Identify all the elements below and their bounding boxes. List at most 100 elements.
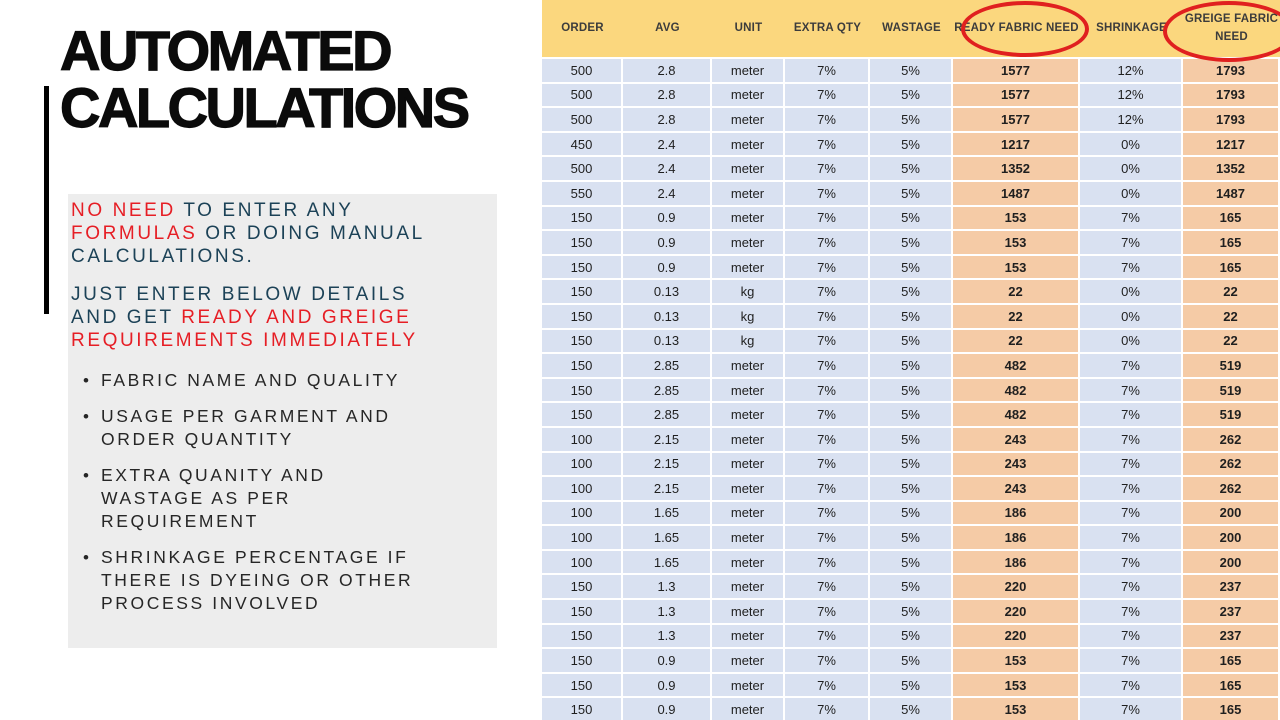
table-cell: 200 <box>1183 526 1278 549</box>
table-cell: 22 <box>953 329 1078 353</box>
table-cell: meter <box>712 550 783 574</box>
table-cell: 262 <box>1183 477 1278 500</box>
table-cell: 7% <box>785 600 868 623</box>
table-cell: 150 <box>542 673 621 697</box>
table-cell: 150 <box>542 698 621 720</box>
table-cell: 5% <box>870 403 951 426</box>
table-cell: 150 <box>542 329 621 353</box>
table-cell: 153 <box>953 255 1078 279</box>
table-cell: 1.65 <box>623 550 710 574</box>
bullet-text: SHRINKAGE PERCENTAGE IF THERE IS DYEING … <box>101 547 414 613</box>
header-cell: AVG <box>655 21 680 34</box>
table-cell: 1577 <box>953 83 1078 107</box>
header-cell: UNIT <box>734 21 763 34</box>
table-cell: 22 <box>953 304 1078 328</box>
table-cell: meter <box>712 354 783 377</box>
list-item: • FABRIC NAME AND QUALITY <box>71 369 493 392</box>
table-cell: 7% <box>785 83 868 107</box>
text-segment-red: FORMULAS <box>71 223 198 244</box>
table-cell: 5% <box>870 600 951 623</box>
bullet-list: • FABRIC NAME AND QUALITY • USAGE PER GARME… <box>71 369 493 615</box>
table-cell: 150 <box>542 575 621 599</box>
table-body: 500 2.8 meter 7% 5% 1577 12% 1793 500 2.8 meter 7% 5… <box>542 57 1280 720</box>
bullet-icon: • <box>83 407 89 426</box>
table-cell: meter <box>712 231 783 254</box>
table-cell: 165 <box>1183 206 1278 230</box>
table-cell: kg <box>712 304 783 328</box>
table-cell: 5% <box>870 452 951 476</box>
table-cell: 150 <box>542 255 621 279</box>
text-segment-blue: TO ENTER ANY <box>175 200 354 221</box>
table-cell: 5% <box>870 304 951 328</box>
table-cell: 237 <box>1183 575 1278 599</box>
table-cell: 7% <box>1080 698 1181 720</box>
table-cell: 7% <box>785 452 868 476</box>
table-cell: 5% <box>870 649 951 672</box>
table-cell: 0% <box>1080 157 1181 180</box>
table-cell: 153 <box>953 673 1078 697</box>
table-cell: 7% <box>785 673 868 697</box>
table-cell: 7% <box>785 206 868 230</box>
table-cell: 150 <box>542 600 621 623</box>
table-cell: 150 <box>542 280 621 303</box>
table-cell: 0% <box>1080 304 1181 328</box>
table-cell: 7% <box>785 181 868 205</box>
table-cell: 200 <box>1183 550 1278 574</box>
table-cell: 150 <box>542 624 621 648</box>
table-cell: 5% <box>870 255 951 279</box>
table-cell: 1793 <box>1183 59 1278 82</box>
header-cell: SHRINKAGE <box>1096 21 1167 34</box>
text-segment-blue: AND GET <box>71 307 182 328</box>
table-cell: 5% <box>870 206 951 230</box>
table-cell: 1.65 <box>623 501 710 525</box>
table-cell: 165 <box>1183 649 1278 672</box>
table-cell: 165 <box>1183 231 1278 254</box>
table-cell: 100 <box>542 452 621 476</box>
table-cell: meter <box>712 600 783 623</box>
table-cell: 7% <box>785 427 868 451</box>
table-cell: 150 <box>542 231 621 254</box>
text-segment-red: NO NEED <box>71 200 176 221</box>
table-cell: 7% <box>1080 231 1181 254</box>
table-cell: 500 <box>542 83 621 107</box>
table-cell: 7% <box>1080 354 1181 377</box>
table-cell: 5% <box>870 698 951 720</box>
table-cell: meter <box>712 698 783 720</box>
table-cell: 22 <box>1183 304 1278 328</box>
table-cell: 7% <box>1080 206 1181 230</box>
table-cell: 5% <box>870 550 951 574</box>
table-cell: meter <box>712 181 783 205</box>
bullet-text: FABRIC NAME AND QUALITY <box>101 370 401 390</box>
table-cell: 100 <box>542 526 621 549</box>
table-cell: 0.9 <box>623 231 710 254</box>
table-cell: 243 <box>953 452 1078 476</box>
info-box: NO NEED TO ENTER ANY FORMULAS OR DOING MA… <box>68 194 497 648</box>
table-cell: 7% <box>1080 575 1181 599</box>
table-cell: 153 <box>953 649 1078 672</box>
table-cell: meter <box>712 575 783 599</box>
page-title: AUTOMATED CALCULATIONS <box>59 21 530 136</box>
table-cell: 0.9 <box>623 206 710 230</box>
table-cell: 500 <box>542 59 621 82</box>
list-item: • USAGE PER GARMENT AND ORDER QUANTITY <box>71 405 493 451</box>
table-cell: 482 <box>953 354 1078 377</box>
table-cell: 5% <box>870 59 951 82</box>
table-cell: 5% <box>870 108 951 131</box>
table-cell: 0.13 <box>623 304 710 328</box>
header-cell: WASTAGE <box>882 21 941 34</box>
table-cell: 1577 <box>953 108 1078 131</box>
table-cell: 7% <box>1080 501 1181 525</box>
table-cell: 7% <box>785 354 868 377</box>
table-cell: meter <box>712 132 783 156</box>
table-cell: meter <box>712 378 783 402</box>
table-cell: 2.15 <box>623 427 710 451</box>
table-cell: 237 <box>1183 624 1278 648</box>
table-cell: 1487 <box>953 181 1078 205</box>
table-cell: 7% <box>785 132 868 156</box>
table-cell: 186 <box>953 550 1078 574</box>
table-cell: 7% <box>785 280 868 303</box>
table-cell: meter <box>712 477 783 500</box>
table-cell: 7% <box>1080 649 1181 672</box>
table-cell: 1.3 <box>623 600 710 623</box>
